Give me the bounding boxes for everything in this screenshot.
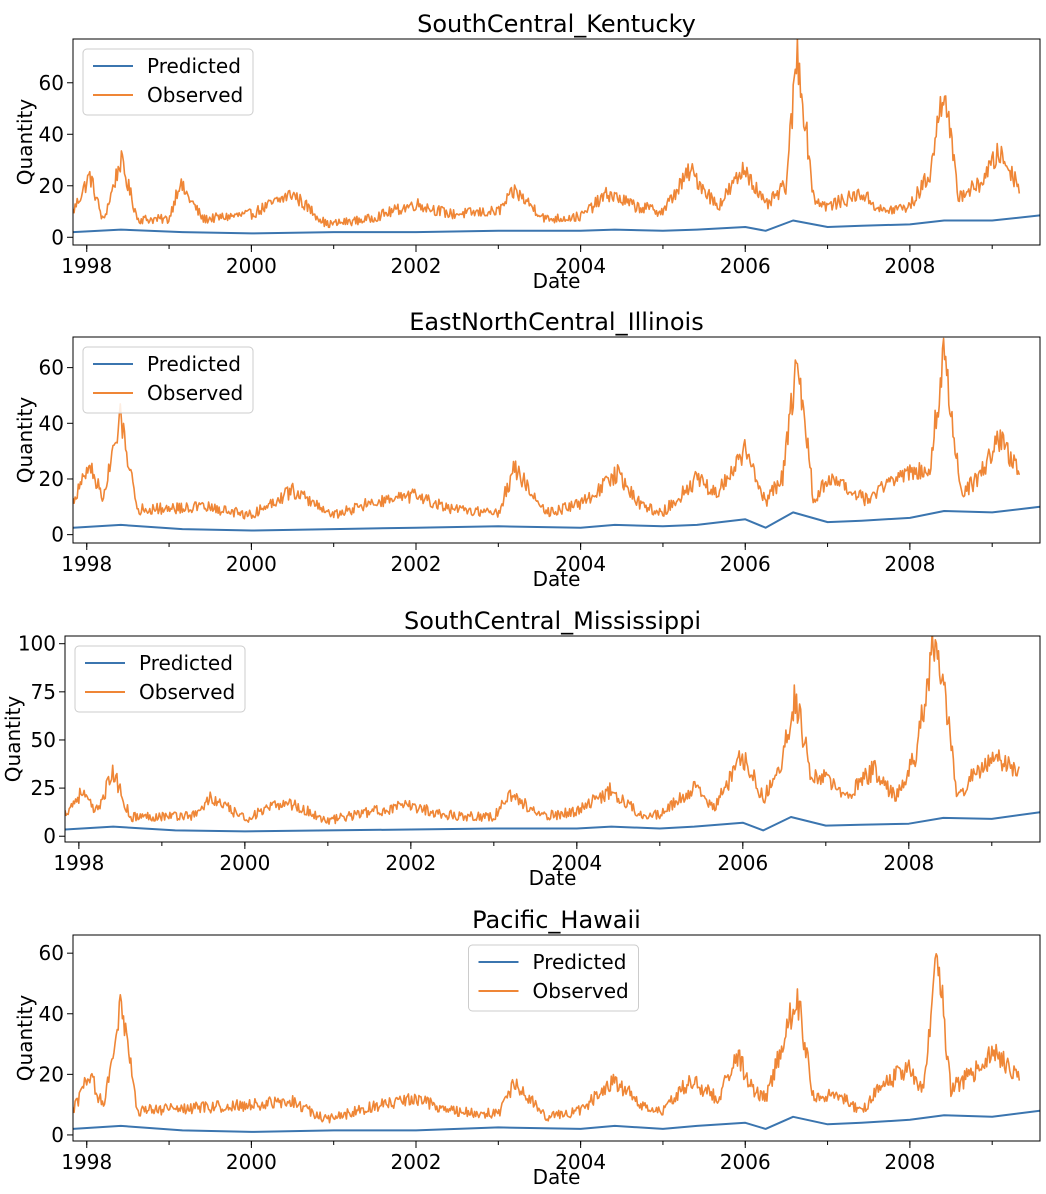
y-tick-label: 20 [39, 1062, 64, 1086]
y-axis-label: Quantity [13, 99, 37, 186]
x-tick-label: 2006 [720, 1150, 771, 1174]
x-tick-label: 2008 [884, 552, 935, 576]
y-tick-label: 75 [31, 680, 56, 704]
x-axis-label: Date [533, 567, 581, 591]
legend-label-predicted: Predicted [533, 950, 627, 974]
y-tick-label: 40 [39, 1002, 64, 1026]
axes-frame [64, 635, 1041, 843]
y-tick-label: 0 [43, 824, 56, 848]
x-tick-label: 2000 [226, 254, 277, 278]
x-tick-label: 2008 [884, 1150, 935, 1174]
x-tick-label: 2002 [385, 851, 436, 875]
legend-label-observed: Observed [147, 381, 243, 405]
x-tick-label: 2006 [720, 254, 771, 278]
x-tick-label: 2000 [226, 1150, 277, 1174]
chart-title: SouthCentral_Kentucky [417, 10, 696, 38]
legend-label-predicted: Predicted [147, 54, 241, 78]
x-tick-label: 1998 [61, 254, 112, 278]
y-tick-label: 60 [39, 356, 64, 380]
panel-1: 0 20 40 60 1998 2000 2002 2004 2006 2008 Date Quant… [13, 10, 1041, 293]
y-tick-label: 60 [39, 941, 64, 965]
y-tick-label: 0 [51, 225, 64, 249]
x-tick-label: 1998 [61, 552, 112, 576]
legend: Predicted Observed [468, 944, 639, 1012]
y-tick-label: 20 [39, 174, 64, 198]
x-tick-label: 2004 [555, 1150, 606, 1174]
x-tick-label: 2000 [226, 552, 277, 576]
series-predicted-line [73, 1109, 1040, 1133]
x-tick-label: 2004 [555, 552, 606, 576]
x-tick-label: 2004 [555, 254, 606, 278]
legend-label-predicted: Predicted [147, 352, 241, 376]
legend-label-observed: Observed [147, 83, 243, 107]
y-axis-label: Quantity [1, 696, 25, 783]
x-tick-label: 2004 [551, 851, 602, 875]
x-tick-label: 2000 [219, 851, 270, 875]
axes-frame [72, 336, 1041, 544]
x-tick-label: 2002 [391, 254, 442, 278]
x-tick-label: 1998 [61, 1150, 112, 1174]
chart-title: EastNorthCentral_Illinois [409, 308, 703, 336]
legend-label-observed: Observed [139, 680, 235, 704]
series-predicted-line [73, 214, 1040, 235]
x-tick-label: 2006 [717, 851, 768, 875]
y-tick-label: 20 [39, 467, 64, 491]
y-axis-label: Quantity [13, 995, 37, 1082]
panel-3: 0 25 50 75 100 1998 2000 2002 2004 2006 2008 Date Qu… [1, 607, 1041, 890]
x-tick-label: 2002 [391, 552, 442, 576]
series-observed-line [73, 39, 1021, 229]
series-observed-line [73, 337, 1021, 520]
panel-4: 0 20 40 60 1998 2000 2002 2004 2006 2008 Date Quant… [13, 906, 1041, 1189]
series-observed-line [65, 636, 1020, 825]
x-tick-label: 2006 [720, 552, 771, 576]
axes-frame [72, 38, 1041, 246]
x-tick-label: 2002 [391, 1150, 442, 1174]
y-axis-label: Quantity [13, 397, 37, 484]
legend-label-predicted: Predicted [139, 651, 233, 675]
series-predicted-line [65, 811, 1040, 833]
panel-2: 0 20 40 60 1998 2000 2002 2004 2006 2008 Date Quant… [13, 308, 1041, 591]
x-tick-label: 2008 [883, 851, 934, 875]
legend: Predicted Observed [74, 645, 246, 713]
x-tick-label: 2008 [884, 254, 935, 278]
x-axis-label: Date [533, 1165, 581, 1189]
x-axis-label: Date [533, 269, 581, 293]
chart-title: SouthCentral_Mississippi [404, 607, 701, 635]
legend-label-observed: Observed [533, 979, 629, 1003]
chart-title: Pacific_Hawaii [472, 906, 641, 934]
x-tick-label: 1998 [53, 851, 104, 875]
series-predicted-line [73, 505, 1040, 532]
y-tick-label: 100 [18, 632, 56, 656]
axes-frame [72, 934, 1041, 1142]
y-tick-label: 25 [31, 776, 56, 800]
y-tick-label: 0 [51, 1123, 64, 1147]
y-tick-label: 60 [39, 71, 64, 95]
legend: Predicted Observed [82, 346, 254, 414]
y-tick-label: 40 [39, 411, 64, 435]
y-tick-label: 50 [31, 728, 56, 752]
y-tick-label: 40 [39, 122, 64, 146]
y-tick-label: 0 [51, 523, 64, 547]
x-axis-label: Date [529, 866, 577, 890]
legend: Predicted Observed [82, 48, 254, 116]
series-observed-line [73, 953, 1021, 1124]
